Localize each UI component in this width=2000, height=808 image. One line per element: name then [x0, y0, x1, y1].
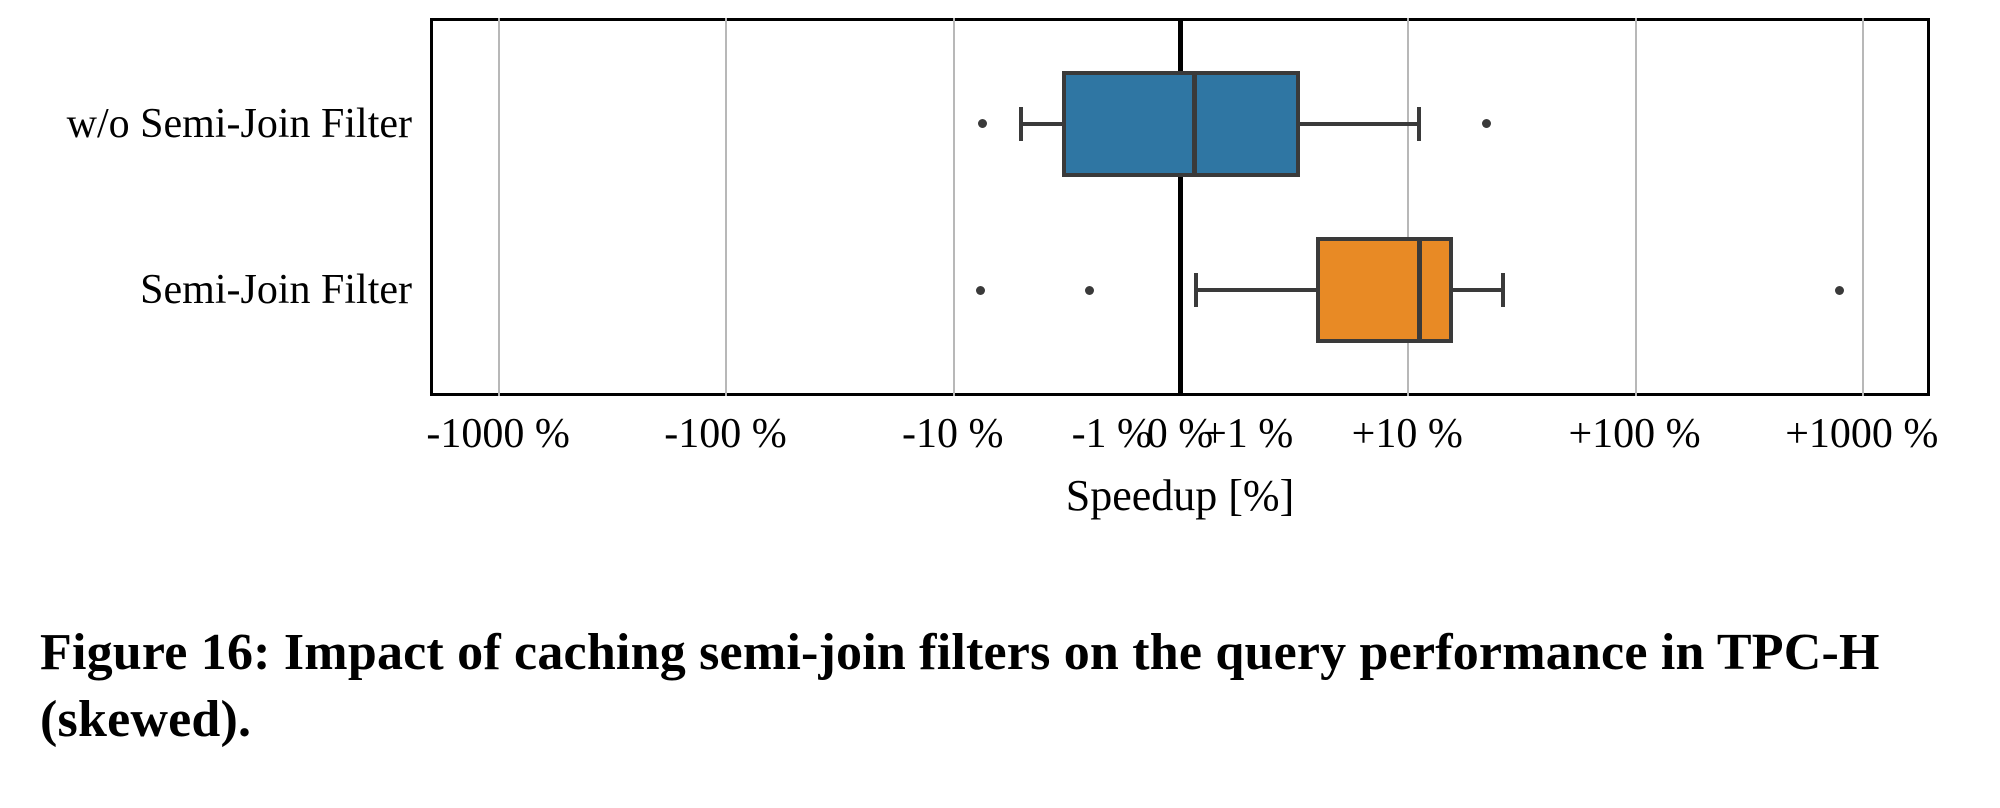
- xtick-label: -100 %: [664, 396, 786, 458]
- xtick-label: -1 %: [1072, 396, 1152, 458]
- outlier-point: [1085, 286, 1094, 295]
- gridline: [1862, 18, 1864, 396]
- whisker-cap: [1194, 273, 1198, 307]
- xtick-label: +1000 %: [1785, 396, 1938, 458]
- gridline: [725, 18, 727, 396]
- whisker-cap: [1501, 273, 1505, 307]
- xtick-label: +100 %: [1568, 396, 1700, 458]
- gridline: [498, 18, 500, 396]
- whisker-line: [1021, 122, 1062, 126]
- median-line: [1192, 71, 1197, 177]
- xtick-label: +1 %: [1203, 396, 1293, 458]
- outlier-point: [1835, 286, 1844, 295]
- gridline: [953, 18, 955, 396]
- ytick-label: Semi-Join Filter: [140, 266, 430, 314]
- outlier-point: [976, 286, 985, 295]
- box: [1316, 237, 1452, 343]
- whisker-line: [1196, 288, 1316, 292]
- gridline: [1635, 18, 1637, 396]
- ytick-label: w/o Semi-Join Filter: [67, 100, 430, 148]
- figure-caption: Figure 16: Impact of caching semi-join f…: [40, 620, 1960, 753]
- xaxis-title: Speedup [%]: [1066, 470, 1295, 521]
- figure-container: -1000 %-100 %-10 %-1 %0 %+1 %+10 %+100 %…: [0, 0, 2000, 808]
- whisker-cap: [1019, 107, 1023, 141]
- median-line: [1417, 237, 1422, 343]
- xtick-label: +10 %: [1352, 396, 1463, 458]
- xtick-label: -1000 %: [426, 396, 569, 458]
- whisker-line: [1300, 122, 1418, 126]
- xtick-label: -10 %: [902, 396, 1003, 458]
- whisker-cap: [1417, 107, 1421, 141]
- plot-area: -1000 %-100 %-10 %-1 %0 %+1 %+10 %+100 %…: [430, 18, 1930, 396]
- whisker-line: [1453, 288, 1503, 292]
- box: [1062, 71, 1301, 177]
